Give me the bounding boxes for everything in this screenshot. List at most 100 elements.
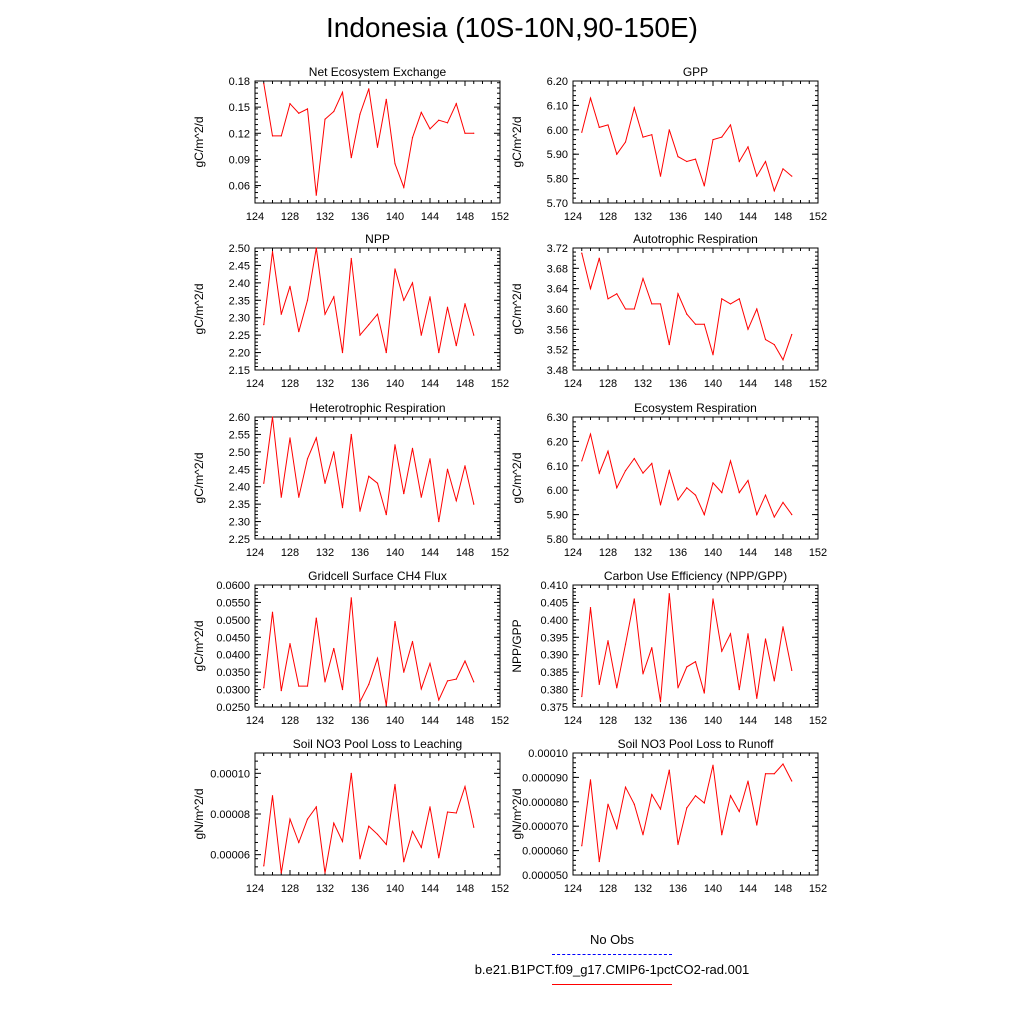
data-point xyxy=(280,313,282,315)
series-line xyxy=(581,252,793,362)
x-tick-label: 128 xyxy=(281,378,299,390)
data-point xyxy=(455,812,457,814)
y-axis-label: gC/m^2/d xyxy=(192,284,206,335)
figure-title: Indonesia (10S-10N,90-150E) xyxy=(325,12,698,43)
y-axis-label: gN/m^2/d xyxy=(192,789,206,840)
y-tick-label: 0.18 xyxy=(229,76,250,88)
y-tick-label: 2.50 xyxy=(229,243,250,255)
data-point xyxy=(624,470,627,472)
data-point xyxy=(624,141,627,143)
y-tick-label: 6.30 xyxy=(547,412,568,424)
data-point xyxy=(464,303,466,305)
panel-0: Net Ecosystem Exchange gC/m^2/d 124 128 132 1… xyxy=(192,65,509,223)
panel-9: Soil NO3 Pool Loss to Runoff gN/m^2/d 124 1… xyxy=(510,737,827,895)
data-point xyxy=(677,499,679,501)
data-point xyxy=(315,247,317,249)
x-tick-label: 132 xyxy=(316,883,334,895)
data-point xyxy=(429,662,431,665)
y-tick-label: 2.40 xyxy=(229,278,250,290)
data-point xyxy=(473,132,475,134)
data-point xyxy=(394,163,396,165)
data-point xyxy=(438,699,440,701)
data-point xyxy=(694,494,697,496)
y-tick-label: 2.55 xyxy=(229,429,250,441)
data-point xyxy=(289,285,291,287)
data-point xyxy=(271,135,274,137)
data-point xyxy=(729,460,732,462)
data-point xyxy=(324,681,326,683)
legend-label-model: b.e21.B1PCT.f09_g17.CMIP6-1pctCO2-rad.00… xyxy=(474,962,750,977)
data-point xyxy=(721,834,723,836)
data-point xyxy=(359,334,361,336)
data-point xyxy=(298,112,300,114)
data-point xyxy=(598,472,600,474)
data-point xyxy=(589,607,592,609)
y-tick-label: 3.56 xyxy=(547,324,568,336)
data-point xyxy=(721,650,723,652)
data-point xyxy=(271,416,274,418)
plot-frame xyxy=(572,80,819,204)
y-tick-label: 0.00008 xyxy=(210,809,250,821)
data-point xyxy=(668,593,670,595)
data-point xyxy=(298,685,300,687)
data-point xyxy=(633,308,635,310)
x-tick-label: 144 xyxy=(739,715,757,727)
data-point xyxy=(306,108,309,110)
data-point xyxy=(464,660,466,662)
legend: No Obs b.e21.B1PCT.f09_g17.CMIP6-1pctCO2… xyxy=(0,930,1024,1000)
data-point xyxy=(280,690,282,692)
y-tick-label: 3.68 xyxy=(547,263,568,275)
data-point xyxy=(438,857,440,859)
data-point xyxy=(677,293,679,295)
data-point xyxy=(712,598,714,600)
x-tick-label: 136 xyxy=(669,883,687,895)
data-point xyxy=(581,131,583,133)
data-point xyxy=(315,806,317,808)
data-point xyxy=(411,137,414,139)
data-point xyxy=(659,504,662,506)
data-point xyxy=(333,451,335,453)
data-point xyxy=(712,482,714,484)
x-tick-label: 144 xyxy=(739,378,757,390)
series-line xyxy=(581,593,793,702)
data-point xyxy=(677,843,679,846)
data-point xyxy=(385,98,387,100)
data-point xyxy=(791,669,793,672)
data-point xyxy=(385,514,387,516)
x-tick-label: 136 xyxy=(351,547,369,559)
data-point xyxy=(624,643,627,645)
data-point xyxy=(394,783,396,786)
data-point xyxy=(703,692,705,694)
data-point xyxy=(359,113,361,115)
data-point xyxy=(581,695,583,698)
data-point xyxy=(315,437,317,439)
data-point xyxy=(747,146,749,148)
data-point xyxy=(607,298,609,300)
data-point xyxy=(324,118,326,120)
data-point xyxy=(764,638,767,640)
data-point xyxy=(642,277,644,280)
panel-title: Carbon Use Efficiency (NPP/GPP) xyxy=(604,569,787,583)
data-point xyxy=(782,168,784,170)
data-point xyxy=(315,617,317,619)
data-point xyxy=(368,683,370,685)
x-tick-label: 136 xyxy=(351,378,369,390)
y-axis-label: gC/m^2/d xyxy=(192,453,206,504)
panel-2: NPP gC/m^2/d 124 128 132 136 140 144 148 152 2.15 2… xyxy=(192,232,509,390)
data-point xyxy=(694,795,697,797)
x-tick-label: 144 xyxy=(421,715,439,727)
data-point xyxy=(642,472,644,474)
y-tick-label: 0.000060 xyxy=(522,846,568,858)
y-tick-label: 0.0350 xyxy=(216,667,250,679)
data-point xyxy=(616,828,618,830)
x-tick-label: 144 xyxy=(421,883,439,895)
data-point xyxy=(738,688,740,691)
x-tick-label: 140 xyxy=(704,211,722,223)
panel-title: NPP xyxy=(365,232,390,246)
panel-4: Heterotrophic Respiration gC/m^2/d 124 128 1… xyxy=(192,401,509,559)
y-axis-label: gC/m^2/d xyxy=(192,621,206,672)
y-tick-label: 2.15 xyxy=(229,365,250,377)
y-tick-label: 0.00010 xyxy=(210,768,250,780)
data-point xyxy=(642,673,644,675)
